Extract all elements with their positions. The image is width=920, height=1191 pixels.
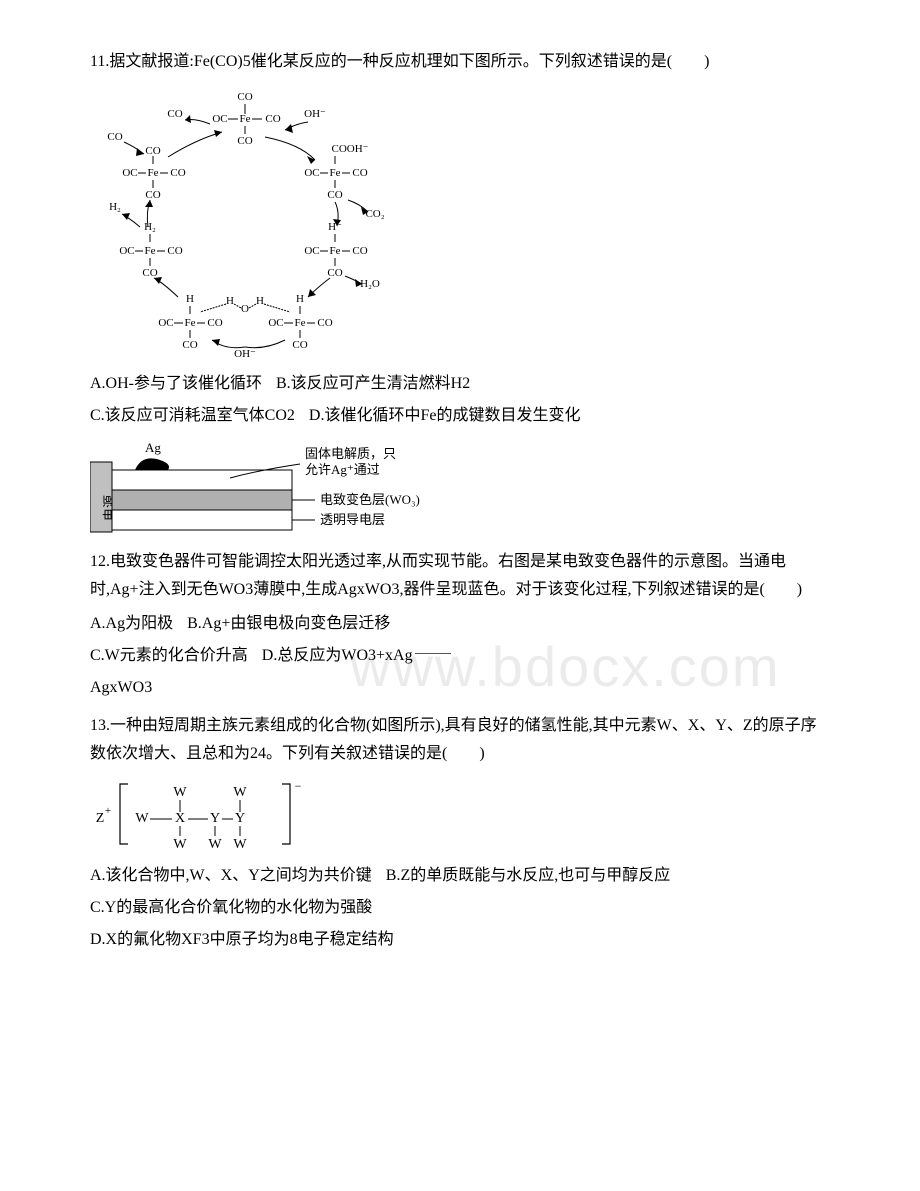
q13-optC: C.Y的最高化合价氧化物的水化物为强酸 bbox=[90, 894, 830, 922]
q11-stem: 11.据文献报道:Fe(CO)5催化某反应的一种反应机理如下图所示。下列叙述错误… bbox=[90, 48, 830, 76]
q13-stem: 13.一种由短周期主族元素组成的化合物(如图所示),具有良好的储氢性能,其中元素… bbox=[90, 712, 830, 768]
svg-text:CO₂: CO₂ bbox=[365, 208, 384, 220]
svg-text:OC: OC bbox=[158, 317, 173, 329]
q13-optA: A.该化合物中,W、X、Y之间均为共价键 bbox=[90, 867, 372, 884]
svg-text:Z: Z bbox=[96, 811, 105, 826]
question-12: 12.电致变色器件可智能调控太阳光透过率,从而实现节能。右图是某电致变色器件的示… bbox=[90, 548, 830, 702]
svg-text:COOH⁻: COOH⁻ bbox=[332, 143, 369, 155]
svg-text:CO: CO bbox=[352, 167, 367, 179]
svg-text:透明导电层: 透明导电层 bbox=[320, 512, 385, 527]
svg-text:OC: OC bbox=[119, 245, 134, 257]
svg-text:CO: CO bbox=[237, 91, 252, 103]
catalytic-cycle-icon: CO OC Fe CO CO CO OH⁻ COOH⁻ bbox=[90, 82, 400, 362]
q11-options-ab: A.OH-参与了该催化循环 B.该反应可产生清洁燃料H2 bbox=[90, 370, 830, 398]
q11-stem-text: 据文献报道:Fe(CO)5催化某反应的一种反应机理如下图所示。下列叙述错误的是(… bbox=[109, 53, 709, 70]
q11-optB: B.该反应可产生清洁燃料H2 bbox=[276, 375, 470, 392]
reaction-arrow-icon bbox=[415, 653, 451, 654]
q11-diagram: CO OC Fe CO CO CO OH⁻ COOH⁻ bbox=[90, 82, 830, 362]
svg-text:CO: CO bbox=[317, 317, 332, 329]
q12-stem-text: 电致变色器件可智能调控太阳光透过率,从而实现节能。右图是某电致变色器件的示意图。… bbox=[90, 553, 802, 598]
svg-text:X: X bbox=[175, 811, 185, 826]
q12-stem: 12.电致变色器件可智能调控太阳光透过率,从而实现节能。右图是某电致变色器件的示… bbox=[90, 548, 830, 604]
question-13: 13.一种由短周期主族元素组成的化合物(如图所示),具有良好的储氢性能,其中元素… bbox=[90, 712, 830, 954]
q12-optD-post: AgxWO3 bbox=[90, 674, 830, 702]
svg-text:Fe: Fe bbox=[295, 317, 306, 329]
svg-text:CO: CO bbox=[145, 189, 160, 201]
svg-text:Fe: Fe bbox=[145, 245, 156, 257]
q12-diagram: 电源 Ag 固体电解质，只 允许Ag⁺通过 电致变色层(WO₃) 透明导电层 bbox=[90, 440, 830, 540]
q12-options-ab: A.Ag为阳极 B.Ag+由银电极向变色层迁移 bbox=[90, 610, 830, 638]
q12-optB: B.Ag+由银电极向变色层迁移 bbox=[187, 615, 390, 632]
q12-optC: C.W元素的化合价升高 bbox=[90, 647, 248, 664]
svg-text:允许Ag⁺通过: 允许Ag⁺通过 bbox=[305, 462, 380, 477]
svg-text:CO: CO bbox=[107, 131, 122, 143]
svg-text:H₂: H₂ bbox=[144, 221, 156, 233]
svg-text:OC: OC bbox=[212, 113, 227, 125]
compound-structure-icon: Z + − W W W X Y Y bbox=[90, 774, 320, 854]
svg-text:W: W bbox=[173, 785, 187, 800]
svg-text:CO: CO bbox=[167, 245, 182, 257]
svg-text:W: W bbox=[173, 837, 187, 852]
question-11: 11.据文献报道:Fe(CO)5催化某反应的一种反应机理如下图所示。下列叙述错误… bbox=[90, 48, 830, 430]
q12-number-text: 12 bbox=[90, 553, 106, 570]
svg-text:OC: OC bbox=[268, 317, 283, 329]
svg-text:H: H bbox=[296, 293, 304, 305]
q12-option-c: C.W元素的化合价升高 D.总反应为WO3+xAg bbox=[90, 642, 830, 670]
svg-text:Y: Y bbox=[235, 811, 245, 826]
svg-text:CO: CO bbox=[207, 317, 222, 329]
svg-text:电致变色层(WO₃): 电致变色层(WO₃) bbox=[320, 492, 420, 507]
svg-text:CO: CO bbox=[142, 267, 157, 279]
svg-text:+: + bbox=[105, 805, 111, 817]
svg-text:Ag: Ag bbox=[145, 440, 161, 455]
q13-diagram: Z + − W W W X Y Y bbox=[90, 774, 830, 854]
svg-text:H⁻: H⁻ bbox=[328, 221, 342, 233]
svg-text:H₂O: H₂O bbox=[360, 278, 380, 290]
q11-optD: D.该催化循环中Fe的成键数目发生变化 bbox=[309, 407, 581, 424]
q13-optB: B.Z的单质既能与水反应,也可与甲醇反应 bbox=[386, 867, 670, 884]
q12-optD-pre: D.总反应为WO3+xAg bbox=[262, 647, 413, 664]
svg-text:W: W bbox=[135, 811, 149, 826]
svg-text:CO: CO bbox=[327, 267, 342, 279]
svg-text:W: W bbox=[208, 837, 222, 852]
svg-text:Fe: Fe bbox=[330, 167, 341, 179]
q11-optA: A.OH-参与了该催化循环 bbox=[90, 375, 262, 392]
svg-text:Fe: Fe bbox=[330, 245, 341, 257]
q12-optA: A.Ag为阳极 bbox=[90, 615, 173, 632]
svg-text:CO: CO bbox=[145, 145, 160, 157]
svg-text:OC: OC bbox=[122, 167, 137, 179]
q11-number-text: 11 bbox=[90, 53, 105, 70]
svg-text:OC: OC bbox=[304, 167, 319, 179]
svg-text:W: W bbox=[233, 785, 247, 800]
svg-text:W: W bbox=[233, 837, 247, 852]
svg-text:H: H bbox=[256, 295, 264, 307]
electrochromic-device-icon: 电源 Ag 固体电解质，只 允许Ag⁺通过 电致变色层(WO₃) 透明导电层 bbox=[90, 440, 490, 540]
svg-text:O: O bbox=[241, 303, 249, 315]
svg-text:OH⁻: OH⁻ bbox=[234, 348, 256, 360]
svg-text:OH⁻: OH⁻ bbox=[304, 108, 326, 120]
svg-text:H: H bbox=[186, 293, 194, 305]
svg-text:CO: CO bbox=[170, 167, 185, 179]
q13-number-text: 13 bbox=[90, 717, 106, 734]
q13-options-ab: A.该化合物中,W、X、Y之间均为共价键 B.Z的单质既能与水反应,也可与甲醇反应 bbox=[90, 862, 830, 890]
svg-text:Fe: Fe bbox=[148, 167, 159, 179]
svg-text:Y: Y bbox=[210, 811, 220, 826]
svg-text:固体电解质，只: 固体电解质，只 bbox=[305, 446, 396, 461]
svg-text:CO: CO bbox=[292, 339, 307, 351]
q13-stem-text: 一种由短周期主族元素组成的化合物(如图所示),具有良好的储氢性能,其中元素W、X… bbox=[90, 717, 817, 762]
svg-text:CO: CO bbox=[265, 113, 280, 125]
svg-text:H₂: H₂ bbox=[109, 201, 121, 213]
svg-text:Fe: Fe bbox=[185, 317, 196, 329]
svg-text:CO: CO bbox=[182, 339, 197, 351]
svg-text:CO: CO bbox=[327, 189, 342, 201]
svg-text:CO: CO bbox=[352, 245, 367, 257]
svg-text:CO: CO bbox=[237, 135, 252, 147]
q13-optD: D.X的氟化物XF3中原子均为8电子稳定结构 bbox=[90, 926, 830, 954]
svg-text:H: H bbox=[226, 295, 234, 307]
svg-text:−: − bbox=[295, 779, 302, 793]
svg-text:Fe: Fe bbox=[240, 113, 251, 125]
q11-options-cd: C.该反应可消耗温室气体CO2 D.该催化循环中Fe的成键数目发生变化 bbox=[90, 402, 830, 430]
svg-text:CO: CO bbox=[167, 108, 182, 120]
q11-optC: C.该反应可消耗温室气体CO2 bbox=[90, 407, 295, 424]
svg-text:OC: OC bbox=[304, 245, 319, 257]
